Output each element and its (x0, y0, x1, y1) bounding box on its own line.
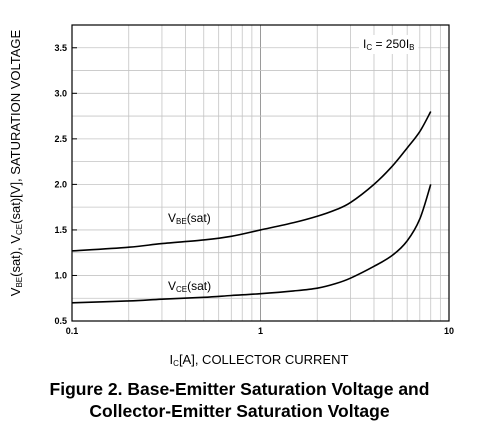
y-axis-title-p3: (sat)[V], SATURATION VOLTAGE (8, 29, 23, 223)
y-axis-title-s1: BE (15, 277, 24, 288)
caption-line-1: Figure 2. Base-Emitter Saturation Voltag… (49, 379, 430, 399)
x-tick-label: 1 (258, 326, 263, 336)
series-label-vce-main: V (168, 279, 176, 293)
series-label-vce-sub: CE (176, 285, 187, 294)
y-tick-label: 3.0 (54, 88, 67, 98)
y-axis-title-s2: CE (15, 224, 24, 235)
saturation-voltage-chart: 0.51.01.52.02.53.03.50.1 1 10 IC = 250IB V… (8, 24, 454, 368)
series-label-vce-rest: (sat) (187, 279, 211, 293)
y-tick-label: 2.5 (54, 134, 67, 144)
figure-caption: Figure 2. Base-Emitter Saturation Voltag… (0, 378, 479, 422)
x-axis-title: IC[A], COLLECTOR CURRENT (170, 352, 349, 368)
x-tick-label: 10 (444, 326, 454, 336)
series-label-vbe-main: V (168, 211, 176, 225)
x-tick-label: 0.1 (66, 326, 79, 336)
tick-labels: 0.5 1.0 1.5 2.0 2.5 3.0 3.5 0.1 1 10 (54, 43, 454, 336)
y-axis-title-p2: (sat), V (8, 235, 23, 277)
condition-label-background (359, 35, 419, 54)
series-label-vbe: VBE(sat) (168, 211, 211, 226)
condition-part-2: = 250I (372, 37, 409, 51)
series-label-vbe-sub: BE (176, 217, 187, 226)
condition-part-1: I (363, 37, 366, 51)
x-axis-title-main: I (170, 352, 174, 367)
condition-sub-2: B (409, 43, 414, 52)
y-axis-title-p1: V (8, 287, 23, 296)
y-tick-label: 0.5 (54, 316, 67, 326)
grid-lines (71, 24, 449, 322)
vce-sat-curve (71, 184, 432, 304)
condition-label: IC = 250IB (363, 37, 415, 52)
y-tick-label: 2.0 (54, 179, 67, 189)
vbe-sat-curve (71, 111, 432, 252)
condition-sub-1: C (366, 43, 372, 52)
y-tick-label: 1.5 (54, 225, 67, 235)
plot-frame (71, 24, 450, 322)
series-label-vbe-rest: (sat) (187, 211, 211, 225)
y-axis-title: VBE(sat), VCE(sat)[V], SATURATION VOLTAG… (8, 29, 24, 296)
caption-line-2: Collector-Emitter Saturation Voltage (89, 401, 390, 421)
x-axis-title-sub: C (173, 359, 179, 368)
y-tick-label: 1.0 (54, 270, 67, 280)
series-label-vce: VCE(sat) (168, 279, 211, 294)
series-curves (71, 111, 432, 304)
y-tick-label: 3.5 (54, 43, 67, 53)
x-axis-title-rest: [A], COLLECTOR CURRENT (179, 352, 349, 367)
